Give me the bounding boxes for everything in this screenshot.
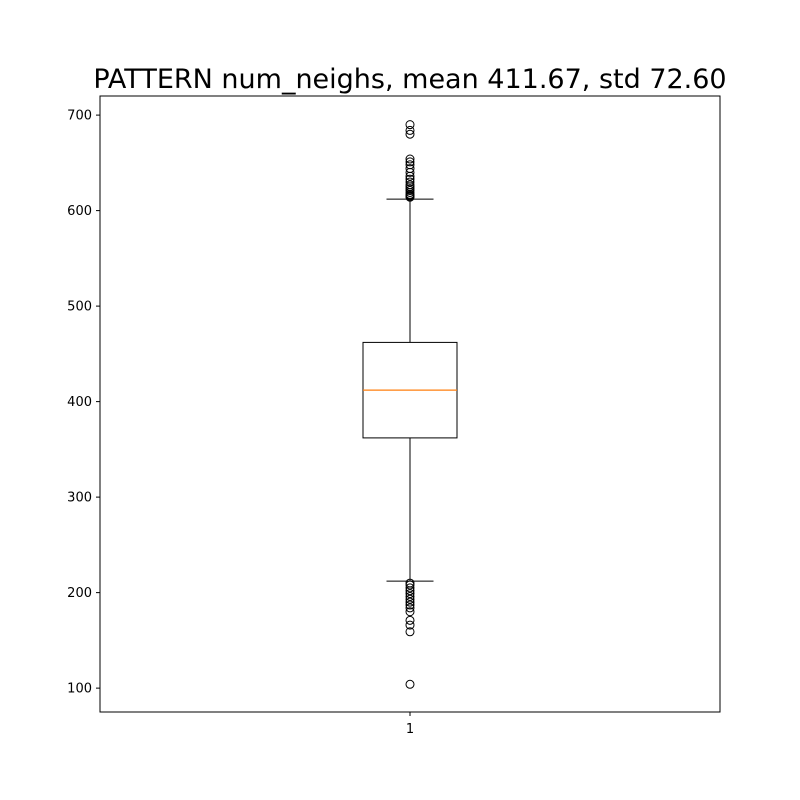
outlier-point bbox=[405, 583, 415, 593]
outlier-points bbox=[405, 120, 415, 689]
y-tick-label: 600 bbox=[67, 204, 92, 219]
y-tick-label: 500 bbox=[67, 300, 92, 315]
outlier-point bbox=[405, 603, 415, 613]
y-tick-label: 700 bbox=[67, 109, 92, 124]
y-tick-label: 200 bbox=[67, 586, 92, 601]
outlier-point bbox=[405, 157, 415, 167]
outlier-point bbox=[405, 615, 415, 625]
outlier-point bbox=[405, 627, 415, 637]
outlier-point bbox=[405, 160, 415, 170]
x-axis: 1 bbox=[406, 712, 414, 737]
outlier-point bbox=[405, 578, 415, 588]
outlier-point bbox=[405, 620, 415, 630]
outlier-point bbox=[405, 125, 415, 135]
outlier-point bbox=[405, 589, 415, 599]
outlier-point bbox=[405, 180, 415, 190]
outlier-point bbox=[405, 120, 415, 130]
y-tick-label: 400 bbox=[67, 395, 92, 410]
y-tick-label: 300 bbox=[67, 491, 92, 506]
outlier-point bbox=[405, 174, 415, 184]
y-axis: 100 200 300 400 500 600 700 bbox=[67, 109, 100, 697]
outlier-point bbox=[405, 164, 415, 174]
box-series bbox=[362, 198, 458, 582]
outlier-point bbox=[405, 591, 415, 601]
outlier-point bbox=[405, 177, 415, 187]
outlier-point bbox=[405, 154, 415, 164]
outlier-point bbox=[405, 597, 415, 607]
chart-title: PATTERN num_neighs, mean 411.67, std 72.… bbox=[93, 64, 726, 95]
outlier-point bbox=[405, 679, 415, 689]
outlier-point bbox=[405, 600, 415, 610]
outlier-point bbox=[405, 607, 415, 617]
outlier-point bbox=[405, 129, 415, 139]
outlier-point bbox=[405, 594, 415, 604]
x-tick-label: 1 bbox=[406, 722, 414, 737]
y-tick-label: 100 bbox=[67, 682, 92, 697]
